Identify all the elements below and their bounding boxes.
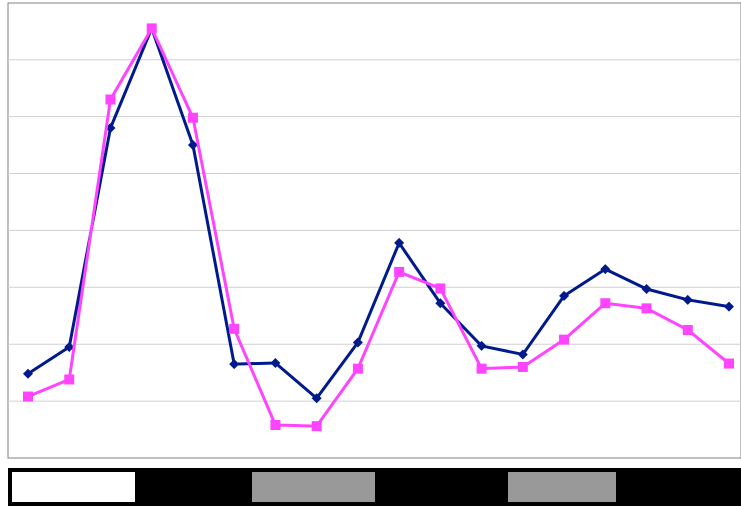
- data-point: [270, 419, 281, 430]
- series-1: [23, 23, 734, 404]
- data-point: [64, 374, 75, 385]
- data-point: [559, 334, 570, 345]
- data-point: [352, 337, 363, 348]
- axis-bar-segment: [12, 472, 135, 502]
- data-point: [229, 323, 240, 334]
- series-layer: [23, 23, 734, 432]
- series-2-line: [27, 26, 730, 428]
- series-1-line: [27, 26, 730, 400]
- series-2: [23, 23, 734, 432]
- data-point: [682, 294, 693, 305]
- data-point: [682, 324, 693, 335]
- data-point: [187, 112, 198, 123]
- data-point: [394, 237, 405, 248]
- data-point: [517, 361, 528, 372]
- data-point: [270, 357, 281, 368]
- data-point: [724, 358, 734, 369]
- data-point: [600, 264, 611, 275]
- axis-bar: [8, 468, 741, 506]
- data-point: [23, 391, 33, 402]
- data-point: [146, 23, 157, 34]
- data-point: [229, 359, 240, 370]
- axis-bar-segment: [508, 472, 616, 502]
- data-point: [559, 290, 570, 301]
- data-point: [352, 363, 363, 374]
- data-point: [311, 393, 322, 404]
- data-point: [517, 349, 528, 360]
- axis-bar-segment: [252, 472, 375, 502]
- data-point: [435, 298, 446, 309]
- data-point: [600, 298, 611, 309]
- data-point: [641, 303, 652, 314]
- data-point: [64, 342, 75, 353]
- gridlines: [8, 59, 741, 402]
- data-point: [724, 301, 734, 312]
- data-point: [435, 283, 446, 294]
- data-point: [311, 421, 322, 432]
- data-point: [105, 94, 116, 105]
- data-point: [476, 363, 487, 374]
- data-point: [476, 340, 487, 351]
- data-point: [641, 284, 652, 295]
- data-point: [23, 368, 33, 379]
- data-point: [394, 266, 405, 277]
- data-point: [187, 140, 198, 151]
